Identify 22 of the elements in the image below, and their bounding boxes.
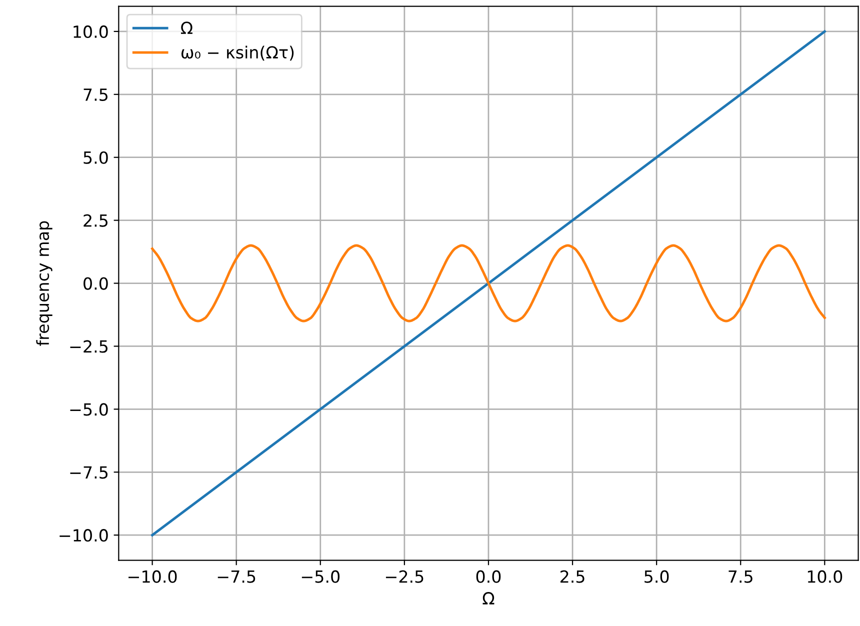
y-tick-label: 7.5 [84,88,108,101]
x-tick-label: −5.0 [302,570,340,583]
x-tick-label: 2.5 [560,570,584,583]
y-tick-label: −7.5 [70,466,108,479]
y-tick-label: −2.5 [70,340,108,353]
x-tick-label: −10.0 [128,570,177,583]
y-tick-label: −10.0 [60,529,108,542]
legend-label: Ω [180,22,192,34]
x-tick-label: 10.0 [808,570,842,583]
x-axis-title: Ω [482,592,494,604]
x-tick-label: −2.5 [386,570,424,583]
x-tick-label: 0.0 [476,570,501,583]
y-tick-label: 0.0 [84,277,108,290]
y-tick-label: 10.0 [74,25,108,38]
x-tick-label: 7.5 [728,570,752,583]
y-tick-label: −5.0 [70,403,108,416]
x-tick-label: −7.5 [218,570,256,583]
y-axis-title: frequency map [36,221,52,346]
y-tick-label: 5.0 [84,151,108,164]
x-tick-label: 5.0 [644,570,669,583]
y-tick-label: 2.5 [84,214,108,227]
legend-label: ω₀ − κsin(Ωτ) [181,46,294,61]
